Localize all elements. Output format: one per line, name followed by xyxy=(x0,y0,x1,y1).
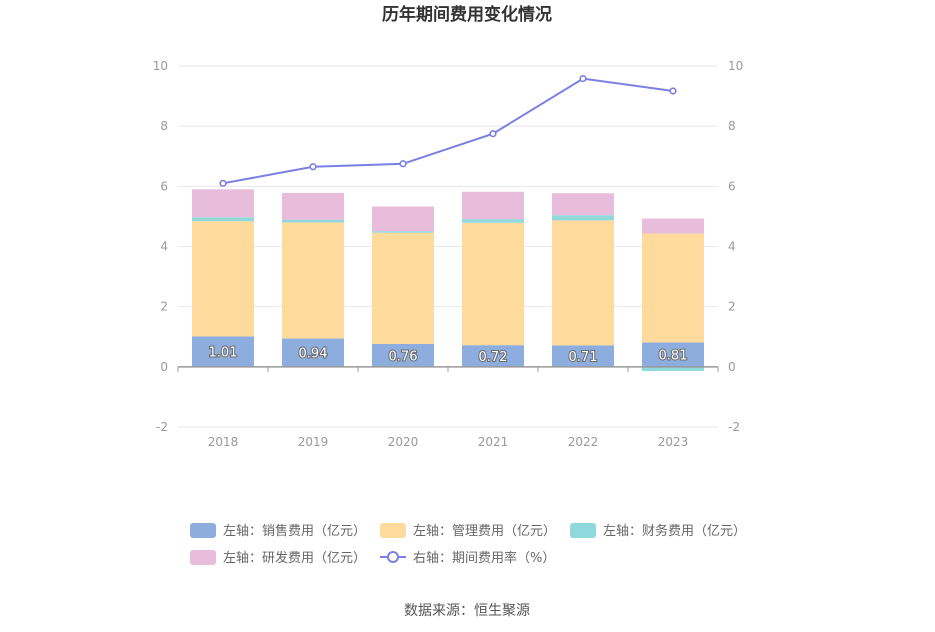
bar-segment-1 xyxy=(642,233,704,343)
bar-segment-1 xyxy=(552,220,614,346)
bar-segment-0 xyxy=(192,336,254,367)
left-tick-label: -2 xyxy=(156,420,168,434)
line-series xyxy=(219,75,677,187)
bars xyxy=(192,189,704,372)
bar-segment-2 xyxy=(372,231,434,233)
bar-labels: 1.01 0.94 0.76 0.72 0.71 0.81 xyxy=(208,345,689,367)
legend-swatch xyxy=(380,523,406,538)
bar-segment-3 xyxy=(192,189,254,218)
bar-segment-1 xyxy=(462,222,524,346)
bar-data-label: 0.71 xyxy=(569,350,598,365)
bar-data-label: 0.76 xyxy=(389,349,418,364)
bar-segment-0 xyxy=(282,338,344,367)
left-tick-label: 0 xyxy=(160,360,168,374)
right-tick-label: 6 xyxy=(728,179,736,193)
left-tick-label: 4 xyxy=(160,240,168,254)
chart-title: 历年期间费用变化情况 xyxy=(382,4,552,25)
legend: 左轴：销售费用（亿元） 左轴：管理费用（亿元） 左轴：财务费用（亿元） 左轴：研发费用… xyxy=(190,523,746,566)
left-tick-label: 10 xyxy=(153,59,168,73)
left-tick-label: 6 xyxy=(160,179,168,193)
bar-segment-2 xyxy=(642,366,704,372)
x-tick-label: 2023 xyxy=(658,435,689,449)
x-tick-label: 2018 xyxy=(208,435,239,449)
bar-segment-1 xyxy=(372,232,434,344)
legend-label[interactable]: 左轴：财务费用（亿元） xyxy=(603,523,746,539)
bar-segment-3 xyxy=(552,193,614,216)
bar-segment-0 xyxy=(372,343,434,367)
rate-point xyxy=(309,163,317,171)
legend-label[interactable]: 左轴：管理费用（亿元） xyxy=(413,524,556,539)
bar-segment-3 xyxy=(282,192,344,220)
bar-data-label: 0.72 xyxy=(479,350,508,365)
left-tick-label: 8 xyxy=(160,119,168,133)
x-tick-label: 2022 xyxy=(568,435,599,449)
bar-data-label: 0.81 xyxy=(659,349,688,364)
bar-segment-2 xyxy=(552,215,614,221)
x-axis: 2018 2019 2020 2021 2022 2023 xyxy=(177,366,719,449)
legend-line-marker xyxy=(387,551,399,563)
bar-segment-1 xyxy=(192,221,254,337)
legend-label[interactable]: 左轴：销售费用（亿元） xyxy=(223,523,366,539)
left-axis: -2 0 2 4 6 8 10 xyxy=(153,59,168,434)
rate-point xyxy=(219,179,227,187)
legend-label[interactable]: 右轴：期间费用率（%） xyxy=(413,550,555,566)
bar-segment-0 xyxy=(462,345,524,367)
right-tick-label: -2 xyxy=(728,420,740,434)
bar-segment-0 xyxy=(552,345,614,367)
rate-line xyxy=(222,77,674,185)
right-tick-label: 0 xyxy=(728,360,736,374)
legend-swatch xyxy=(190,550,216,565)
bar-segment-0 xyxy=(642,342,704,367)
right-tick-label: 2 xyxy=(728,300,736,314)
rate-point xyxy=(399,160,407,168)
left-tick-label: 2 xyxy=(160,300,168,314)
bar-data-label: 0.94 xyxy=(299,347,328,362)
bar-segment-2 xyxy=(282,219,344,223)
x-tick-label: 2019 xyxy=(298,435,329,449)
right-axis: -2 0 2 4 6 8 10 xyxy=(728,59,743,434)
right-tick-label: 4 xyxy=(728,240,736,254)
x-tick-label: 2020 xyxy=(388,435,419,449)
legend-swatch xyxy=(570,523,596,538)
rate-point xyxy=(669,87,677,95)
bar-segment-3 xyxy=(372,206,434,232)
bar-segment-3 xyxy=(462,191,524,220)
right-tick-label: 10 xyxy=(728,59,743,73)
gridlines xyxy=(178,65,718,428)
source-label: 数据来源：恒生聚源 xyxy=(404,603,530,619)
rate-point xyxy=(579,75,587,83)
bar-segment-2 xyxy=(462,219,524,223)
legend-swatch xyxy=(190,523,216,538)
legend-label[interactable]: 左轴：研发费用（亿元） xyxy=(223,550,366,566)
bar-data-label: 1.01 xyxy=(209,346,238,361)
bar-segment-3 xyxy=(642,218,704,234)
bar-segment-1 xyxy=(282,222,344,339)
rate-point xyxy=(489,130,497,138)
right-tick-label: 8 xyxy=(728,119,736,133)
bar-segment-2 xyxy=(192,217,254,222)
x-tick-label: 2021 xyxy=(478,435,509,449)
